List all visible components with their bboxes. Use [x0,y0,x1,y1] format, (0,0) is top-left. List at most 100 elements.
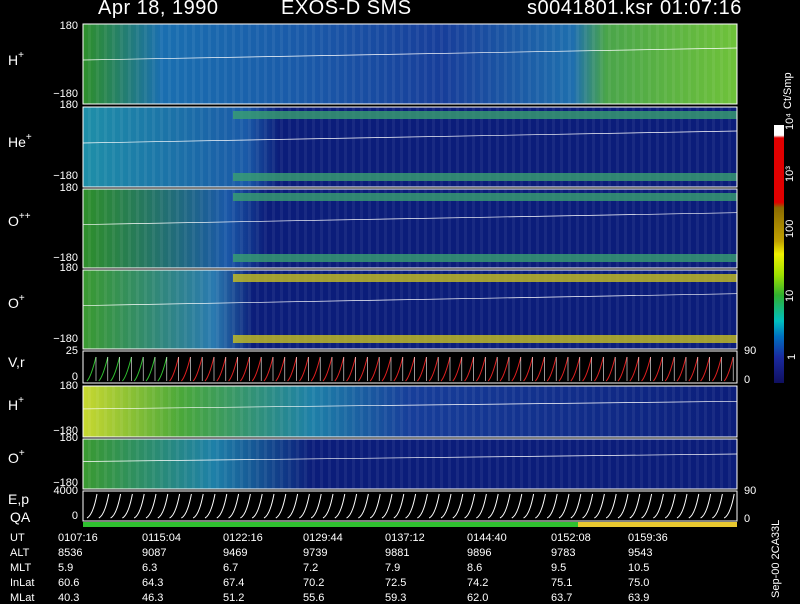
panel-frame [82,385,738,438]
velocity-trace [605,356,616,382]
velocity-trace [428,356,439,382]
velocity-trace [110,356,121,382]
panel-texture [83,386,737,437]
y-tick-label: −180 [53,477,78,489]
energy-trace [381,493,393,519]
energy-trace [570,493,582,519]
footer-row-label: UT [10,532,25,544]
panel-label: V,r [8,354,25,370]
velocity-trace [629,356,640,382]
right-tick-label: 90 [744,345,757,357]
velocity-trace [499,356,510,382]
file-name: s0041801.ksr [527,0,654,19]
velocity-trace [263,356,274,382]
footer-cell: 9543 [628,547,653,559]
y-tick-label: −180 [53,252,78,264]
energy-trace [452,493,464,519]
energy-trace [723,493,735,519]
energy-trace [358,493,369,519]
energy-trace [98,493,110,519]
ion-name: O [8,450,19,466]
ion-charge: + [25,132,32,143]
y-tick-label: 0 [71,371,78,383]
velocity-trace [310,356,321,382]
panel-label: O+ [8,293,25,311]
upper-flux-band [233,111,737,119]
y-tick-label: 180 [59,182,78,194]
panel-5 [82,350,738,384]
panel-label: E,p [8,491,29,507]
energy-trace [393,493,405,519]
velocity-trace [169,356,180,382]
panel-texture [83,24,737,104]
velocity-trace [381,356,392,382]
footer-cell: 60.6 [58,577,80,589]
lower-flux-band [233,173,737,181]
qa-bar-warn [578,522,737,527]
energy-trace [617,493,629,519]
ion-name: H [8,397,19,413]
footer-cell: 0107:16 [58,532,98,544]
velocity-trace [133,356,144,382]
velocity-trace [181,356,191,382]
qa-bar-good [83,522,578,527]
velocity-trace [299,356,309,382]
upper-flux-band [233,274,737,282]
reference-line [82,130,738,144]
footer-cell: 74.2 [467,577,489,589]
panel-texture [83,439,737,489]
energy-trace [110,493,122,519]
velocity-trace [712,356,722,382]
ion-charge: ++ [18,211,31,222]
footer-cell: 75.1 [551,577,573,589]
energy-trace [700,493,712,519]
energy-trace [133,493,145,519]
panel-7 [82,438,738,490]
reference-line [82,293,738,306]
panel-frame [82,269,738,350]
footer-cell: 63.7 [551,592,573,604]
energy-trace [251,493,263,519]
velocity-trace [334,356,345,382]
velocity-trace [228,356,239,382]
energy-trace [653,493,664,519]
velocity-trace [487,356,498,382]
energy-trace [476,493,487,519]
footer-cell: 75.0 [628,577,650,589]
panel-label: O+ [8,448,25,466]
footer-cell: 9.5 [551,562,567,574]
velocity-trace [641,356,652,382]
energy-trace [86,493,98,519]
ion-charge: + [18,293,25,304]
energy-trace [299,493,310,519]
velocity-trace [358,356,368,382]
panel-frame [82,438,738,490]
footer-cell: 51.2 [223,592,245,604]
footer-cell: 8536 [58,547,83,559]
energy-trace [664,493,676,519]
footer-cell: 6.3 [142,562,158,574]
velocity-trace [240,356,250,382]
energy-trace [240,493,251,519]
upper-flux-band [233,193,737,201]
energy-trace [169,493,181,519]
footer-cell: 7.2 [303,562,319,574]
panel-frame [82,350,738,384]
velocity-trace [287,356,298,382]
footer-cell: 0122:16 [223,532,263,544]
ion-name: O [8,213,19,229]
velocity-trace [582,356,593,382]
right-tick-label: 0 [744,513,751,525]
footer-cell: 9783 [551,547,576,559]
footer-cell: 9896 [467,547,492,559]
side-note: Sep-00 2CA33L [770,519,782,598]
velocity-trace [676,356,687,382]
energy-trace [228,493,240,519]
velocity-trace [452,356,463,382]
y-tick-label: 180 [59,20,78,32]
energy-trace [310,493,322,519]
instrument-title: EXOS-D SMS [281,0,412,19]
footer-cell: 9087 [142,547,167,559]
y-tick-label: −180 [53,170,78,182]
